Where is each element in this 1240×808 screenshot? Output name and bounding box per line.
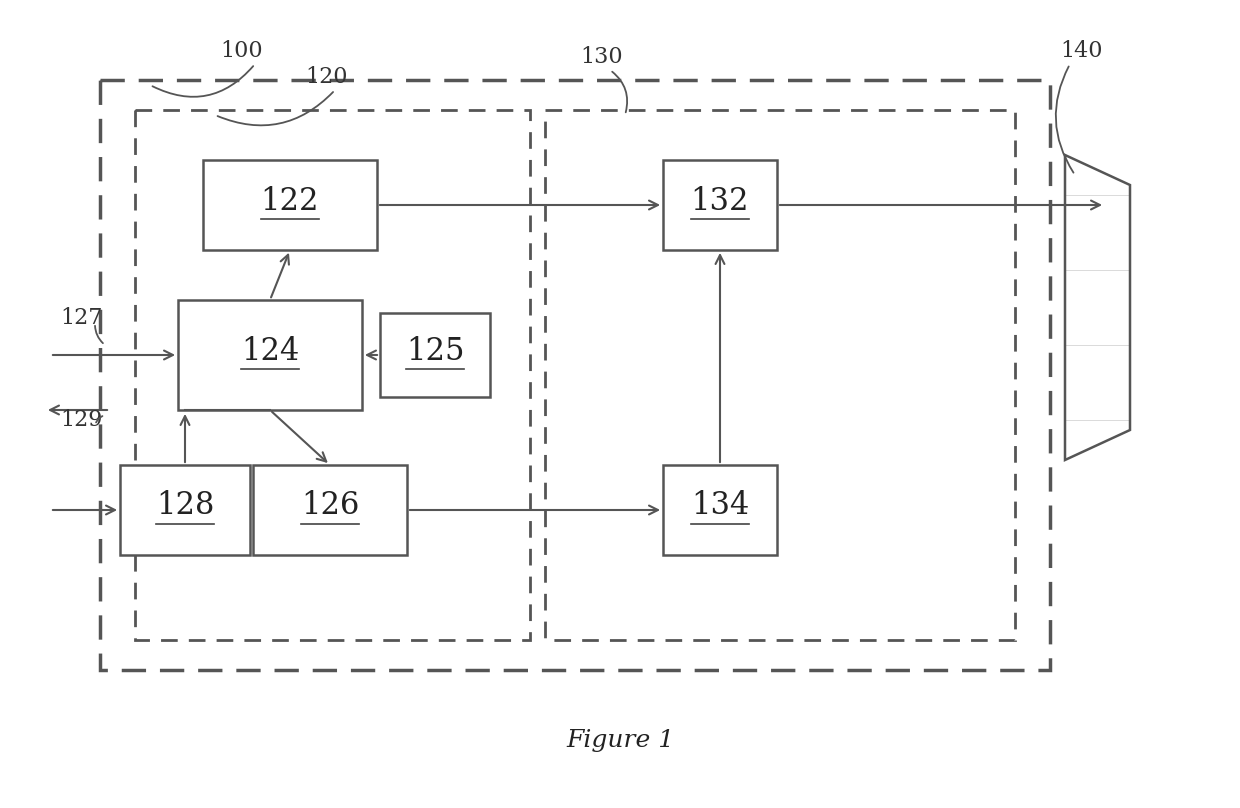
Bar bbox=[379, 313, 490, 397]
Text: 140: 140 bbox=[1060, 40, 1102, 62]
Bar bbox=[179, 300, 362, 410]
Text: 130: 130 bbox=[580, 46, 622, 68]
Bar bbox=[203, 160, 377, 250]
Bar bbox=[663, 160, 777, 250]
Text: 128: 128 bbox=[156, 490, 215, 521]
Bar bbox=[100, 80, 1050, 670]
Bar bbox=[120, 465, 250, 555]
Text: Figure 1: Figure 1 bbox=[565, 729, 675, 751]
Text: 122: 122 bbox=[260, 186, 319, 217]
Bar bbox=[253, 465, 407, 555]
Text: 124: 124 bbox=[241, 335, 299, 367]
Bar bbox=[663, 465, 777, 555]
Text: 120: 120 bbox=[305, 66, 347, 88]
Text: 126: 126 bbox=[301, 490, 360, 521]
Bar bbox=[135, 110, 529, 640]
Text: 125: 125 bbox=[405, 335, 464, 367]
Bar bbox=[546, 110, 1016, 640]
Text: 100: 100 bbox=[219, 40, 263, 62]
Text: 132: 132 bbox=[691, 186, 749, 217]
Text: 134: 134 bbox=[691, 490, 749, 521]
Text: 127: 127 bbox=[60, 307, 103, 329]
Text: 129: 129 bbox=[60, 409, 103, 431]
